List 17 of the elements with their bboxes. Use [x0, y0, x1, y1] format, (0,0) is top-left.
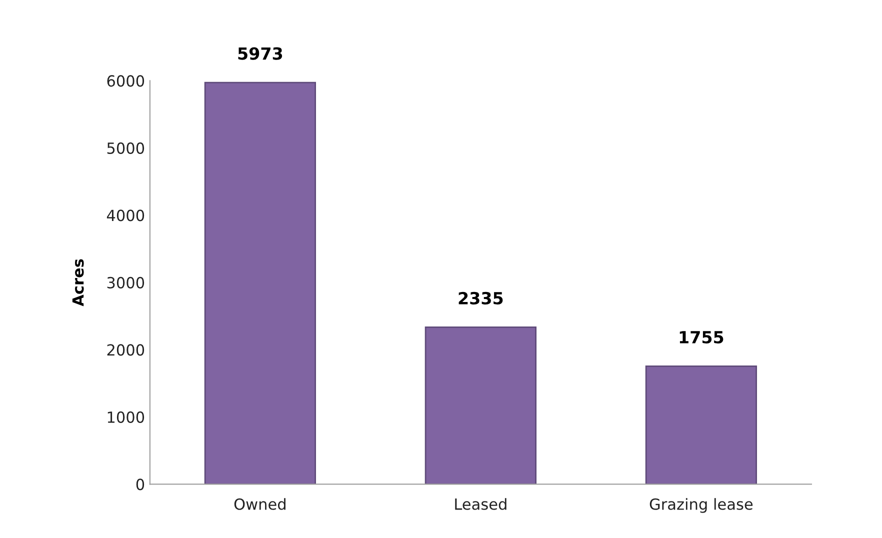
bar [645, 365, 758, 484]
y-tick-label: 1000 [108, 411, 144, 423]
x-tick-label: Grazing lease [650, 498, 753, 513]
y-tick-label: 6000 [107, 75, 144, 87]
y-tick-label: 4000 [106, 210, 144, 222]
data-label: 1755 [680, 331, 724, 344]
y-axis-title: Acres [72, 259, 84, 306]
x-tick-label: Leased [455, 498, 506, 510]
bar [424, 326, 537, 484]
data-label: 2335 [458, 292, 503, 304]
y-tick-label: 5000 [107, 142, 144, 154]
data-label: 5973 [238, 47, 282, 60]
y-tick-label: 2000 [107, 344, 144, 356]
bar [204, 82, 316, 484]
x-tick-label: Owned [234, 498, 286, 510]
y-tick-label: 3000 [107, 276, 144, 288]
y-tick-label: 0 [136, 478, 144, 490]
